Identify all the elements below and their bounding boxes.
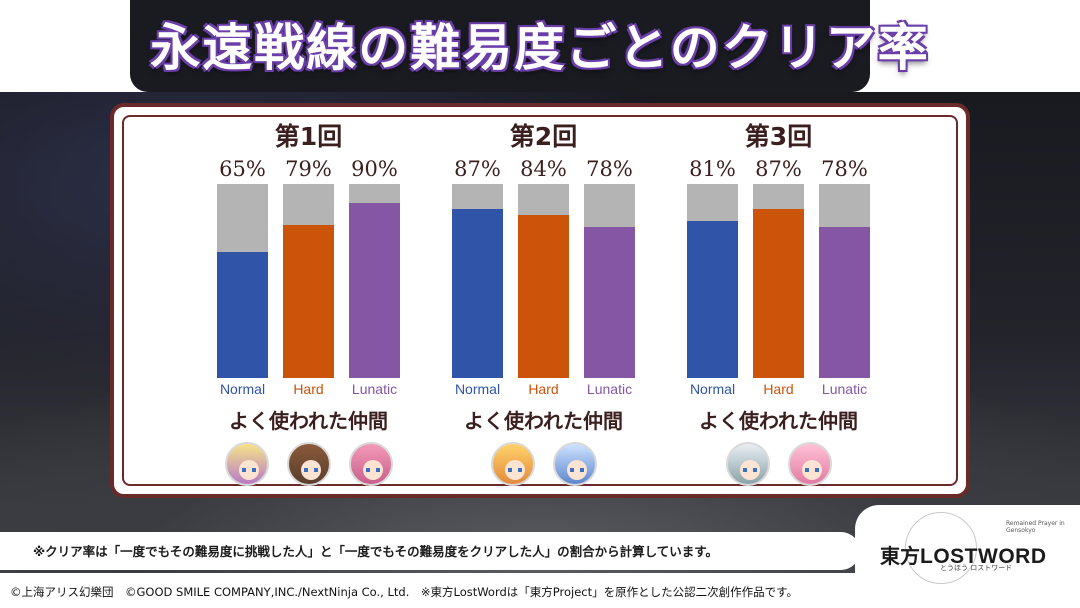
data-label: 84%: [520, 157, 567, 181]
sunny-icon: [490, 442, 535, 486]
logo-kanji: 東方: [880, 544, 920, 568]
kokoro-icon: [348, 442, 393, 486]
x-tick-label: Lunatic: [351, 381, 398, 397]
avatar-eyes: [507, 468, 522, 472]
data-label: 87%: [755, 157, 802, 181]
data-label: 65%: [219, 157, 266, 181]
game-logo: 東方LOSTWORD: [880, 540, 1046, 569]
bar-track: [283, 184, 334, 378]
avatar-face: [566, 460, 587, 480]
bar-track: [452, 184, 503, 378]
x-tick-label: Hard: [528, 381, 559, 397]
allies-heading: よく使われた仲間: [229, 409, 388, 433]
bar: [584, 226, 635, 378]
avatar-face: [739, 460, 760, 480]
satori-icon: [787, 442, 832, 486]
avatar-eyes: [241, 468, 256, 472]
logo-emblem-ring: [905, 512, 977, 584]
bar-track: [217, 184, 268, 378]
footnote: ※クリア率は「一度でもその難易度に挑戦した人」と「一度でもその難易度をクリアした…: [33, 544, 719, 559]
logo-reading: とうほう ロストワード: [940, 564, 1013, 572]
avatar-face: [504, 460, 525, 480]
bar: [283, 224, 334, 378]
avatar-face: [238, 460, 259, 480]
note-band: [0, 532, 860, 570]
copyright-text: ©上海アリス幻樂団 ©GOOD SMILE COMPANY,INC./NextN…: [10, 585, 798, 599]
x-tick-label: Lunatic: [821, 381, 868, 397]
avatar-eyes: [569, 468, 584, 472]
chart-panel-inner-border: [122, 115, 958, 486]
x-tick-label: Hard: [293, 381, 324, 397]
chart-title: 第1回: [274, 122, 343, 151]
x-tick-label: Normal: [689, 381, 736, 397]
chimata-icon: [552, 442, 597, 486]
sumireko-icon: [286, 442, 331, 486]
bar: [217, 251, 268, 378]
data-label: 87%: [454, 157, 501, 181]
data-label: 79%: [285, 157, 332, 181]
x-tick-label: Hard: [763, 381, 794, 397]
bar-track: [349, 184, 400, 378]
yukari-icon: [224, 442, 269, 486]
logo-text: LOSTWORD: [920, 545, 1047, 568]
avatar-eyes: [804, 468, 819, 472]
x-tick-label: Normal: [454, 381, 501, 397]
x-tick-label: Normal: [219, 381, 266, 397]
chart-title: 第3回: [744, 122, 813, 151]
bar: [819, 226, 870, 378]
avatar-eyes: [742, 468, 757, 472]
avatar-face: [801, 460, 822, 480]
data-label: 78%: [586, 157, 633, 181]
bar: [349, 203, 400, 378]
allies-heading: よく使われた仲間: [464, 409, 623, 433]
page-title: 永遠戦線の難易度ごとのクリア率: [150, 19, 930, 77]
youmu-icon: [725, 442, 770, 486]
title-plate: [130, 0, 870, 92]
bar-track: [584, 184, 635, 378]
bar-track: [753, 184, 804, 378]
bar: [452, 209, 503, 378]
bar: [687, 220, 738, 378]
avatar-eyes: [303, 468, 318, 472]
bar-track: [687, 184, 738, 378]
avatar-face: [300, 460, 321, 480]
avatar-eyes: [365, 468, 380, 472]
bar: [518, 215, 569, 378]
chart-title: 第2回: [509, 122, 578, 151]
data-label: 78%: [821, 157, 868, 181]
logo-tagline: Remained Prayer in Gensokyo: [1006, 520, 1065, 534]
bar: [753, 209, 804, 378]
data-label: 81%: [689, 157, 736, 181]
bar-track: [518, 184, 569, 378]
bar-track: [819, 184, 870, 378]
allies-heading: よく使われた仲間: [699, 409, 858, 433]
x-tick-label: Lunatic: [586, 381, 633, 397]
data-label: 90%: [351, 157, 398, 181]
avatar-face: [362, 460, 383, 480]
